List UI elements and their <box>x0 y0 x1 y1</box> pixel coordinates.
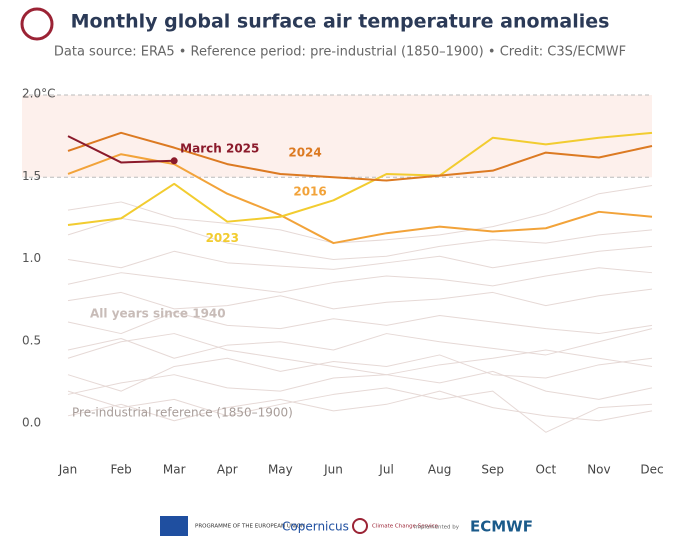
plot-area: 0.0 0.5 1.0 1.5 2.0°C Jan Feb Mar Apr May Jun Jul Au… <box>20 87 664 477</box>
y-tick-label: 0.0 <box>22 416 41 430</box>
x-tick-label: Dec <box>640 463 663 477</box>
x-tick-label: Aug <box>428 463 451 477</box>
implemented-text: implemented by <box>414 525 460 531</box>
x-tick-label: Nov <box>587 463 610 477</box>
chart-title: Monthly global surface air temperature a… <box>71 11 610 33</box>
background-line <box>67 245 653 270</box>
y-tick-label: 2.0°C <box>22 87 55 101</box>
x-tick-label: May <box>268 463 293 477</box>
x-tick-label: Oct <box>535 463 556 477</box>
x-tick-label: Jun <box>323 463 343 477</box>
background-line <box>67 390 653 422</box>
series-line <box>67 153 653 245</box>
logo <box>20 7 54 41</box>
series-line <box>67 131 653 226</box>
series-label: 2024 <box>288 145 321 159</box>
annotation: Pre-industrial reference (1850–1900) <box>72 406 293 420</box>
background-line <box>67 217 653 261</box>
background-line <box>67 184 653 244</box>
x-tick-label: Feb <box>110 463 131 477</box>
background-line <box>67 267 653 293</box>
background-line <box>67 288 653 310</box>
x-tick-label: Apr <box>217 463 238 477</box>
series-label: 2023 <box>206 231 239 245</box>
background-line <box>67 333 653 376</box>
series-label: March 2025 <box>180 141 259 155</box>
series-line <box>67 135 175 164</box>
eu-text: PROGRAMME OF THE EUROPEAN UNION <box>195 524 305 530</box>
background-line <box>67 354 653 392</box>
c3s-logo <box>352 518 368 534</box>
chart-subtitle: Data source: ERA5 • Reference period: pr… <box>54 45 626 60</box>
copernicus-text: Copernicus <box>282 520 349 534</box>
latest-point <box>170 157 178 165</box>
background-line <box>67 387 653 433</box>
x-tick-label: Jan <box>58 463 78 477</box>
series-label: 2016 <box>293 185 326 199</box>
x-tick-label: Jul <box>378 463 393 477</box>
eu-flag <box>160 516 188 536</box>
background-line <box>67 311 653 335</box>
c3s-text: Climate Change Service <box>372 524 439 530</box>
background-line <box>67 370 653 400</box>
y-tick-label: 0.5 <box>22 333 41 347</box>
footer: PROGRAMME OF THE EUROPEAN UNION Copernic… <box>160 516 533 536</box>
y-tick-label: 1.5 <box>22 169 41 183</box>
ecmwf-text: ECMWF <box>470 518 533 536</box>
x-tick-label: Mar <box>163 463 186 477</box>
annotation: All years since 1940 <box>90 307 226 321</box>
shaded-band <box>22 95 652 178</box>
x-tick-label: Sep <box>481 463 504 477</box>
series-line <box>67 131 653 182</box>
background-line <box>67 328 653 359</box>
y-tick-label: 1.0 <box>22 251 41 265</box>
